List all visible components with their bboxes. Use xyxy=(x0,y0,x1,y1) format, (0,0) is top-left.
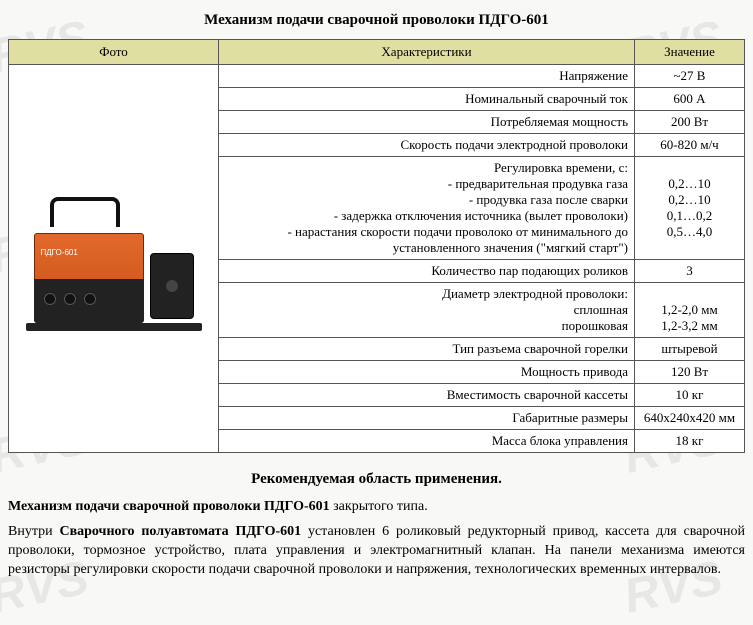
para1-bold: Механизм подачи сварочной проволоки ПДГО… xyxy=(8,499,330,514)
char-cell: Масса блока управления xyxy=(219,430,635,453)
table-row: Напряжение~27 В xyxy=(9,65,745,88)
value-cell: 60-820 м/ч xyxy=(635,134,745,157)
value-cell: 640х240х420 мм xyxy=(635,407,745,430)
col-photo: Фото xyxy=(9,40,219,65)
char-cell: Регулировка времени, с: - предварительна… xyxy=(219,157,635,260)
value-cell: 3 xyxy=(635,260,745,283)
value-cell: 18 кг xyxy=(635,430,745,453)
char-cell: Потребляемая мощность xyxy=(219,111,635,134)
value-cell: ~27 В xyxy=(635,65,745,88)
char-cell: Мощность привода xyxy=(219,361,635,384)
char-cell: Количество пар подающих роликов xyxy=(219,260,635,283)
char-cell: Напряжение xyxy=(219,65,635,88)
para1-text: закрытого типа. xyxy=(330,499,428,514)
para2-bold: Сварочного полуавтомата ПДГО-601 xyxy=(59,524,301,539)
paragraph-1: Механизм подачи сварочной проволоки ПДГО… xyxy=(8,498,745,517)
col-char: Характеристики xyxy=(219,40,635,65)
value-cell: штыревой xyxy=(635,338,745,361)
value-cell: 1,2-2,0 мм 1,2-3,2 мм xyxy=(635,283,745,338)
value-cell: 120 Вт xyxy=(635,361,745,384)
value-cell: 0,2…10 0,2…10 0,1…0,2 0,5…4,0 xyxy=(635,157,745,260)
value-cell: 10 кг xyxy=(635,384,745,407)
page-title: Механизм подачи сварочной проволоки ПДГО… xyxy=(8,12,745,29)
section-heading: Рекомендуемая область применения. xyxy=(8,471,745,488)
char-cell: Габаритные размеры xyxy=(219,407,635,430)
value-cell: 200 Вт xyxy=(635,111,745,134)
char-cell: Вместимость сварочной кассеты xyxy=(219,384,635,407)
photo-cell xyxy=(9,65,219,453)
char-cell: Диаметр электродной проволоки: сплошная … xyxy=(219,283,635,338)
para2-prefix: Внутри xyxy=(8,524,59,539)
paragraph-2: Внутри Сварочного полуавтомата ПДГО-601 … xyxy=(8,523,745,580)
product-image xyxy=(24,179,204,339)
char-cell: Скорость подачи электродной проволоки xyxy=(219,134,635,157)
char-cell: Тип разъема сварочной горелки xyxy=(219,338,635,361)
value-cell: 600 А xyxy=(635,88,745,111)
char-cell: Номинальный сварочный ток xyxy=(219,88,635,111)
col-value: Значение xyxy=(635,40,745,65)
spec-table: Фото Характеристики Значение Напряжение~… xyxy=(8,39,745,453)
